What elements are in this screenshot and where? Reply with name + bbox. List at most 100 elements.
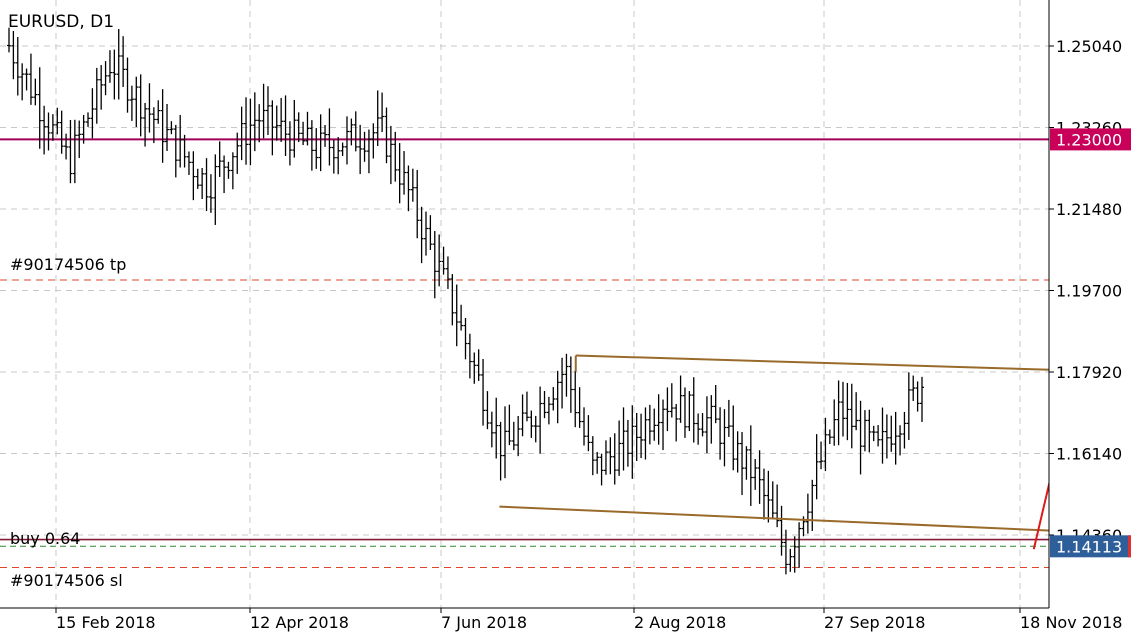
price-bar[interactable] xyxy=(775,484,780,528)
price-bar[interactable] xyxy=(292,99,297,158)
price-bar[interactable] xyxy=(353,111,358,152)
price-bar[interactable] xyxy=(704,396,709,454)
price-bar[interactable] xyxy=(551,387,556,411)
price-bar[interactable] xyxy=(296,112,301,143)
price-bar[interactable] xyxy=(599,453,604,486)
price-bar[interactable] xyxy=(384,107,389,164)
price-bar[interactable] xyxy=(68,119,73,184)
price-bar[interactable] xyxy=(99,65,104,110)
price-bar[interactable] xyxy=(366,129,371,174)
price-bar[interactable] xyxy=(419,206,424,264)
price-bar[interactable] xyxy=(906,372,911,441)
price-bar[interactable] xyxy=(428,215,433,251)
price-bar[interactable] xyxy=(797,522,802,568)
price-bar[interactable] xyxy=(173,124,178,178)
price-bar[interactable] xyxy=(819,441,824,470)
trend-channel[interactable] xyxy=(499,354,1136,536)
price-bar[interactable] xyxy=(691,377,696,443)
price-bar[interactable] xyxy=(503,406,508,479)
price-bar[interactable] xyxy=(186,151,191,175)
price-bars[interactable] xyxy=(7,27,924,575)
price-bar[interactable] xyxy=(454,284,459,347)
price-bar[interactable] xyxy=(77,120,82,159)
price-bar[interactable] xyxy=(687,391,692,432)
price-bar[interactable] xyxy=(788,548,793,572)
price-bar[interactable] xyxy=(884,414,889,459)
price-bar[interactable] xyxy=(862,410,867,452)
price-bar[interactable] xyxy=(235,132,240,174)
price-bar[interactable] xyxy=(213,154,218,225)
price-bar[interactable] xyxy=(634,412,639,461)
price-bar[interactable] xyxy=(595,451,600,474)
price-bar[interactable] xyxy=(445,256,450,289)
price-bar[interactable] xyxy=(459,304,464,331)
price-bar[interactable] xyxy=(261,83,266,139)
price-bar[interactable] xyxy=(665,387,670,432)
price-bar[interactable] xyxy=(858,400,863,475)
price-bar[interactable] xyxy=(731,405,736,471)
price-bar[interactable] xyxy=(546,396,551,425)
price-bar[interactable] xyxy=(195,168,200,189)
price-bar[interactable] xyxy=(832,399,837,446)
price-bar[interactable] xyxy=(151,107,156,144)
price-bar[interactable] xyxy=(397,143,402,204)
price-bar[interactable] xyxy=(314,128,319,169)
price-bar[interactable] xyxy=(700,413,705,437)
price-bar[interactable] xyxy=(533,415,538,443)
price-bar[interactable] xyxy=(608,437,613,475)
price-bar[interactable] xyxy=(630,405,635,479)
price-bar[interactable] xyxy=(450,274,455,326)
price-bar[interactable] xyxy=(678,375,683,423)
price-bar[interactable] xyxy=(147,83,152,133)
price-bar[interactable] xyxy=(423,211,428,256)
price-bar[interactable] xyxy=(279,97,284,142)
price-bar[interactable] xyxy=(380,92,385,133)
price-bar[interactable] xyxy=(805,493,810,534)
price-bar[interactable] xyxy=(200,167,205,200)
price-bar[interactable] xyxy=(476,349,481,381)
price-bar[interactable] xyxy=(573,370,578,428)
price-bar[interactable] xyxy=(761,468,766,520)
price-bar[interactable] xyxy=(362,131,367,162)
price-bar[interactable] xyxy=(156,100,161,124)
price-bar[interactable] xyxy=(876,425,881,447)
price-bar[interactable] xyxy=(748,425,753,506)
price-bar[interactable] xyxy=(437,234,442,287)
price-bar[interactable] xyxy=(582,407,587,446)
price-bar[interactable] xyxy=(305,111,310,146)
price-bar[interactable] xyxy=(463,317,468,360)
price-bar[interactable] xyxy=(827,429,832,444)
price-bar[interactable] xyxy=(371,123,376,159)
price-bar[interactable] xyxy=(792,536,797,573)
price-bar[interactable] xyxy=(165,103,170,152)
price-bar[interactable] xyxy=(511,421,516,451)
price-bar[interactable] xyxy=(134,76,139,127)
price-bar[interactable] xyxy=(590,436,595,476)
price-bar[interactable] xyxy=(516,415,521,457)
price-bar[interactable] xyxy=(893,411,898,465)
price-bar[interactable] xyxy=(323,124,328,147)
price-bar[interactable] xyxy=(744,446,749,480)
price-bar[interactable] xyxy=(722,409,727,467)
price-bar[interactable] xyxy=(169,121,174,135)
price-bar[interactable] xyxy=(823,417,828,472)
price-bar[interactable] xyxy=(257,104,262,143)
price-bar[interactable] xyxy=(208,174,213,213)
price-bar[interactable] xyxy=(555,370,560,424)
price-bar[interactable] xyxy=(28,53,33,105)
price-bar[interactable] xyxy=(617,420,622,476)
price-bar[interactable] xyxy=(274,105,279,141)
price-bar[interactable] xyxy=(160,89,165,163)
price-bar[interactable] xyxy=(107,50,112,83)
price-bar[interactable] xyxy=(182,134,187,168)
price-bar[interactable] xyxy=(621,407,626,471)
price-bar[interactable] xyxy=(15,37,20,96)
price-bar[interactable] xyxy=(661,399,666,451)
price-bar[interactable] xyxy=(309,120,314,171)
price-bar[interactable] xyxy=(239,106,244,161)
price-bar[interactable] xyxy=(7,27,11,53)
price-bar[interactable] xyxy=(349,118,354,146)
price-bar[interactable] xyxy=(287,121,292,166)
price-bar[interactable] xyxy=(643,407,648,460)
price-bar[interactable] xyxy=(647,404,652,445)
